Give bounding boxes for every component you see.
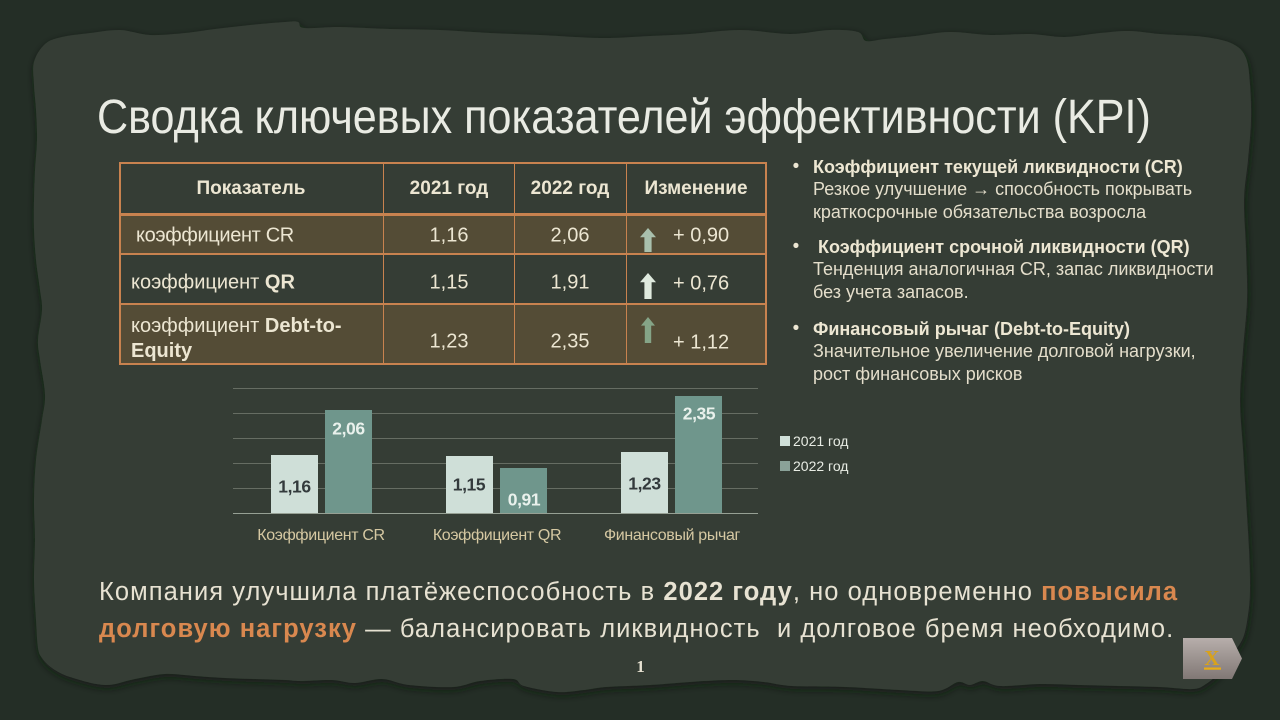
svg-text:X: X xyxy=(1204,646,1219,670)
